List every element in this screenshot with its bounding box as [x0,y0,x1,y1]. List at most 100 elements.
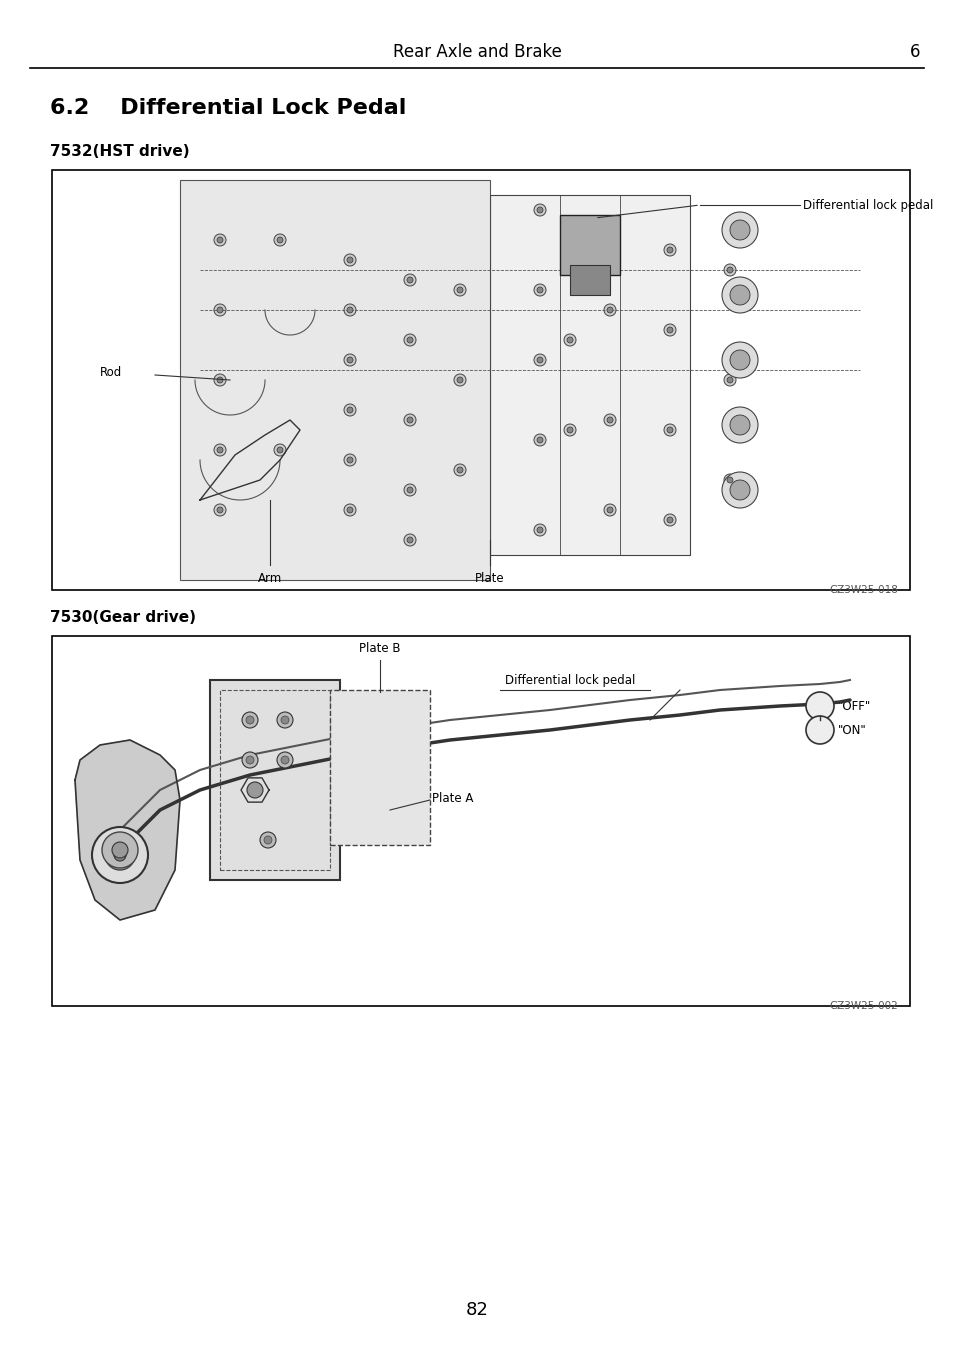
Text: Differential lock pedal: Differential lock pedal [504,674,635,688]
Circle shape [347,357,353,363]
Circle shape [246,716,253,724]
Polygon shape [75,740,180,920]
Circle shape [729,220,749,240]
Circle shape [603,224,616,236]
Circle shape [344,304,355,316]
Circle shape [606,227,613,232]
Circle shape [213,234,226,246]
Circle shape [534,204,545,216]
Text: 6.2    Differential Lock Pedal: 6.2 Differential Lock Pedal [50,99,406,118]
Circle shape [242,753,257,767]
Circle shape [454,284,465,296]
Circle shape [213,504,226,516]
Circle shape [726,477,732,484]
Circle shape [663,245,676,255]
Circle shape [721,471,758,508]
Text: Rod: Rod [100,366,122,378]
Circle shape [347,257,353,263]
Circle shape [403,413,416,426]
Bar [559,215,619,276]
Circle shape [347,307,353,313]
Circle shape [537,207,542,213]
Circle shape [534,434,545,446]
Circle shape [407,486,413,493]
Circle shape [247,782,263,798]
Text: Rear Axle and Brake: Rear Axle and Brake [392,43,561,61]
Text: Arm: Arm [257,571,282,585]
Circle shape [729,350,749,370]
Circle shape [805,692,833,720]
Circle shape [534,354,545,366]
Text: 6: 6 [908,43,919,61]
Circle shape [407,417,413,423]
Circle shape [403,274,416,286]
Circle shape [606,307,613,313]
Circle shape [537,286,542,293]
Circle shape [344,404,355,416]
Circle shape [721,277,758,313]
Circle shape [344,504,355,516]
Circle shape [723,263,735,276]
Text: Plate B: Plate B [359,642,400,655]
Circle shape [563,424,576,436]
Circle shape [666,427,672,434]
Circle shape [603,413,616,426]
Circle shape [276,753,293,767]
Circle shape [403,484,416,496]
Circle shape [603,304,616,316]
Circle shape [242,712,257,728]
Circle shape [566,336,573,343]
Circle shape [347,457,353,463]
Text: Plate: Plate [475,571,504,585]
Circle shape [216,377,223,382]
Circle shape [726,267,732,273]
Circle shape [216,307,223,313]
Circle shape [260,832,275,848]
Circle shape [347,507,353,513]
Circle shape [663,324,676,336]
Bar [490,195,689,555]
Circle shape [729,415,749,435]
Bar [569,265,609,295]
Circle shape [344,454,355,466]
Text: 82: 82 [465,1301,488,1319]
Circle shape [274,444,286,457]
Circle shape [666,517,672,523]
Circle shape [563,245,576,255]
Text: GZ3W25-002: GZ3W25-002 [828,1001,897,1011]
Circle shape [213,304,226,316]
Bar [180,180,490,580]
Circle shape [276,236,283,243]
Circle shape [606,417,613,423]
Circle shape [563,334,576,346]
Circle shape [246,757,253,765]
Circle shape [403,534,416,546]
Circle shape [729,480,749,500]
Circle shape [666,327,672,332]
Bar [52,636,909,1006]
Circle shape [105,840,135,870]
Circle shape [347,407,353,413]
Circle shape [216,236,223,243]
Bar [52,170,909,590]
Circle shape [729,285,749,305]
Circle shape [721,212,758,249]
Circle shape [456,467,462,473]
Circle shape [91,827,148,884]
Circle shape [666,247,672,253]
Circle shape [281,716,289,724]
Circle shape [113,848,126,861]
Bar [330,690,430,844]
Circle shape [603,504,616,516]
Circle shape [456,286,462,293]
Circle shape [213,374,226,386]
Text: "ON": "ON" [837,724,866,736]
Circle shape [264,836,272,844]
Circle shape [102,832,138,867]
Circle shape [454,463,465,476]
Circle shape [407,277,413,282]
Circle shape [566,247,573,253]
Circle shape [663,424,676,436]
Text: 7530(Gear drive): 7530(Gear drive) [50,611,195,626]
Circle shape [534,284,545,296]
